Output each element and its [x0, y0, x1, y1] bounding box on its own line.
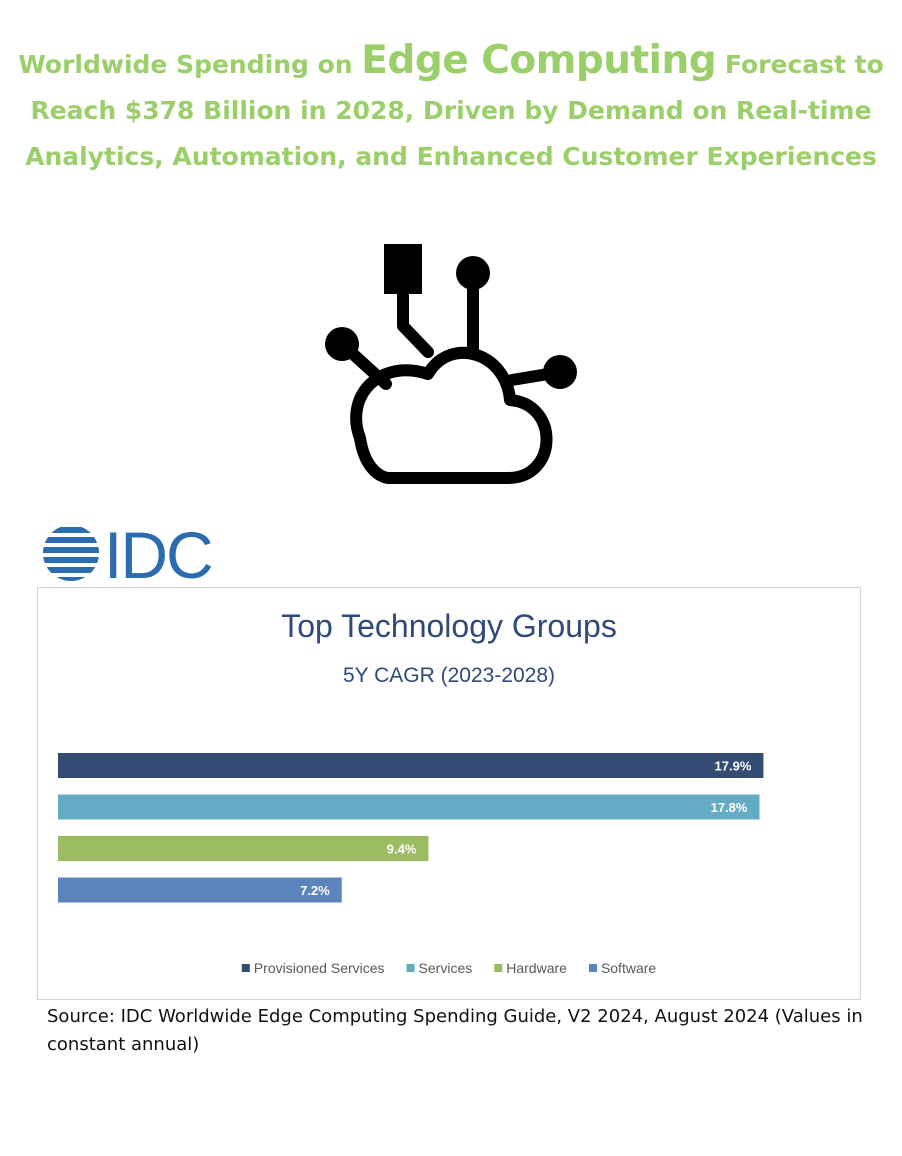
bars-group: 17.9% 17.8% 9.4% 7.2%: [58, 753, 764, 903]
headline: Worldwide Spending on Edge Computing For…: [10, 38, 892, 180]
bar-services: [58, 794, 760, 820]
data-label-provisioned-services: 17.9%: [715, 759, 752, 774]
edge-computing-cloud-icon: [325, 244, 577, 484]
source-note: Source: IDC Worldwide Edge Computing Spe…: [47, 1006, 863, 1055]
chart-legend: Provisioned Services Services Hardware Soft…: [241, 960, 656, 976]
idc-logo: IDC: [43, 522, 214, 584]
bar-hardware: [58, 836, 429, 861]
idc-logo-text: IDC: [104, 522, 212, 584]
headline-part1: Worldwide Spending on: [18, 50, 362, 79]
legend-label-provisioned-services: Provisioned Services: [254, 960, 385, 976]
legend-swatch-provisioned-services: [241, 964, 250, 972]
chart-title: Top Technology Groups: [281, 608, 617, 644]
data-label-software: 7.2%: [300, 883, 330, 898]
bar-chart: Top Technology Groups 5Y CAGR (2023-2028…: [58, 608, 764, 976]
chart-frame: Top Technology Groups 5Y CAGR (2023-2028…: [37, 587, 861, 1000]
legend-swatch-software: [588, 964, 597, 972]
bar-provisioned-services: [58, 753, 764, 778]
legend-label-services: Services: [419, 960, 473, 976]
chart-subtitle: 5Y CAGR (2023-2028): [343, 664, 555, 687]
legend-label-software: Software: [601, 960, 656, 976]
legend-label-hardware: Hardware: [506, 960, 567, 976]
headline-part2: Forecast to Reach $378 Billion in 2028, …: [25, 50, 884, 171]
bar-software: [58, 877, 342, 903]
headline-highlight: Edge Computing: [361, 38, 717, 83]
data-label-services: 17.8%: [711, 800, 748, 815]
legend-swatch-services: [406, 964, 415, 972]
legend-swatch-hardware: [494, 964, 503, 972]
data-label-hardware: 9.4%: [387, 842, 417, 857]
